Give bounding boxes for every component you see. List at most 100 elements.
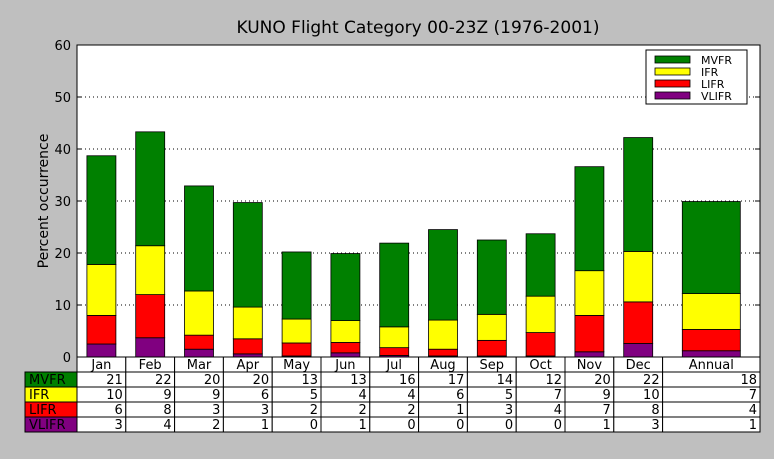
y-tick-label-60: 60 bbox=[54, 39, 71, 54]
bar-ifr-oct bbox=[525, 295, 556, 333]
table-value-lifr-dec: 8 bbox=[651, 403, 659, 418]
bar-lifr-nov bbox=[574, 314, 605, 353]
table-value-lifr-oct: 4 bbox=[554, 403, 562, 418]
table-value-vlifr-apr: 1 bbox=[261, 418, 269, 433]
table-value-lifr-feb: 8 bbox=[163, 403, 171, 418]
bar-mvfr-dec bbox=[623, 137, 654, 252]
bar-lifr-feb bbox=[135, 294, 166, 339]
x-tick-label-apr: Apr bbox=[237, 358, 260, 373]
table-value-mvfr-apr: 20 bbox=[253, 373, 270, 388]
bar-mvfr-oct bbox=[525, 233, 556, 297]
x-tick-label-aug: Aug bbox=[430, 358, 455, 373]
x-tick-label-mar: Mar bbox=[187, 358, 212, 373]
bar-vlifr-mar bbox=[184, 348, 214, 358]
x-tick-label-annual: Annual bbox=[689, 358, 734, 373]
table-value-ifr-sep: 5 bbox=[505, 388, 513, 403]
bar-lifr-dec bbox=[623, 301, 654, 344]
table-value-mvfr-feb: 22 bbox=[155, 373, 172, 388]
legend-label-lifr: LIFR bbox=[701, 78, 725, 91]
table-value-ifr-dec: 10 bbox=[643, 388, 660, 403]
table-row-label-lifr: LIFR bbox=[29, 403, 57, 418]
legend-swatch-mvfr bbox=[654, 55, 691, 64]
table-row-label-vlifr: VLIFR bbox=[29, 418, 65, 433]
bar-ifr-jun bbox=[330, 320, 361, 343]
table-value-vlifr-nov: 1 bbox=[603, 418, 611, 433]
table-value-mvfr-jul: 16 bbox=[399, 373, 416, 388]
bar-vlifr-nov bbox=[574, 351, 605, 358]
y-tick-label-40: 40 bbox=[54, 143, 71, 158]
table-value-mvfr-jan: 21 bbox=[106, 373, 123, 388]
x-tick-label-may: May bbox=[283, 358, 310, 373]
bar-lifr-sep bbox=[476, 339, 507, 357]
bar-vlifr-jun bbox=[330, 352, 361, 358]
bar-vlifr-feb bbox=[135, 337, 166, 358]
table-value-vlifr-feb: 4 bbox=[163, 418, 171, 433]
table-value-mvfr-sep: 14 bbox=[497, 373, 514, 388]
table-value-ifr-apr: 6 bbox=[261, 388, 269, 403]
table-value-vlifr-jun: 1 bbox=[359, 418, 367, 433]
table-value-lifr-apr: 3 bbox=[261, 403, 269, 418]
table-value-mvfr-aug: 17 bbox=[448, 373, 465, 388]
table-value-vlifr-mar: 2 bbox=[212, 418, 220, 433]
legend-label-vlifr: VLIFR bbox=[701, 90, 732, 103]
bar-ifr-mar bbox=[184, 290, 214, 336]
legend-label-ifr: IFR bbox=[701, 66, 719, 79]
table-value-vlifr-aug: 0 bbox=[456, 418, 464, 433]
bar-ifr-may bbox=[281, 318, 312, 344]
table-value-lifr-annual: 4 bbox=[749, 403, 757, 418]
table-value-mvfr-annual: 18 bbox=[740, 373, 757, 388]
bar-ifr-jan bbox=[86, 264, 117, 316]
bar-lifr-jun bbox=[330, 342, 361, 354]
x-tick-label-jul: Jul bbox=[385, 358, 402, 373]
table-value-lifr-aug: 1 bbox=[456, 403, 464, 418]
y-tick-label-50: 50 bbox=[54, 91, 71, 106]
chart-title: KUNO Flight Category 00-23Z (1976-2001) bbox=[237, 18, 600, 38]
y-axis-label: Percent occurrence bbox=[36, 134, 52, 269]
table-value-vlifr-may: 0 bbox=[310, 418, 318, 433]
bar-lifr-jan bbox=[86, 314, 117, 345]
table-value-lifr-mar: 3 bbox=[212, 403, 220, 418]
bar-lifr-jul bbox=[379, 347, 410, 356]
table-value-mvfr-jun: 13 bbox=[350, 373, 367, 388]
table-value-lifr-sep: 3 bbox=[505, 403, 513, 418]
bar-mvfr-annual bbox=[681, 201, 741, 294]
bar-mvfr-apr bbox=[232, 202, 263, 308]
bars bbox=[86, 131, 741, 358]
bar-lifr-aug bbox=[428, 348, 458, 357]
table-value-lifr-jun: 2 bbox=[359, 403, 367, 418]
x-tick-label-sep: Sep bbox=[480, 358, 505, 373]
table-row-label-mvfr: MVFR bbox=[29, 373, 66, 388]
bar-ifr-apr bbox=[232, 306, 263, 340]
table-value-ifr-oct: 7 bbox=[554, 388, 562, 403]
table-value-vlifr-jul: 0 bbox=[407, 418, 415, 433]
data-table: Jan Feb Mar Apr May Jun Jul Aug Sep Oct Nov Dec Annu… bbox=[24, 356, 761, 433]
table-value-lifr-may: 2 bbox=[310, 403, 318, 418]
bar-mvfr-may bbox=[281, 251, 312, 320]
bar-vlifr-annual bbox=[681, 350, 741, 358]
x-tick-label-oct: Oct bbox=[529, 358, 551, 373]
bar-ifr-nov bbox=[574, 270, 605, 316]
y-axis-ticks: 0 10 20 30 40 50 60 bbox=[54, 39, 760, 366]
x-tick-label-jun: Jun bbox=[334, 358, 355, 373]
table-value-vlifr-jan: 3 bbox=[115, 418, 123, 433]
y-tick-label-30: 30 bbox=[54, 195, 71, 210]
bar-mvfr-mar bbox=[184, 185, 214, 292]
legend-label-mvfr: MVFR bbox=[701, 54, 732, 67]
table-value-vlifr-annual: 1 bbox=[749, 418, 757, 433]
bar-vlifr-jan bbox=[86, 343, 117, 358]
table-value-vlifr-oct: 0 bbox=[554, 418, 562, 433]
bar-ifr-annual bbox=[681, 293, 741, 330]
table-value-vlifr-sep: 0 bbox=[505, 418, 513, 433]
table-cell bbox=[662, 401, 761, 418]
table-value-ifr-aug: 6 bbox=[456, 388, 464, 403]
table-value-ifr-jul: 4 bbox=[407, 388, 415, 403]
table-value-vlifr-dec: 3 bbox=[651, 418, 659, 433]
table-value-ifr-jan: 10 bbox=[106, 388, 123, 403]
bar-mvfr-sep bbox=[476, 239, 507, 315]
x-tick-label-jan: Jan bbox=[90, 358, 111, 373]
bar-ifr-dec bbox=[623, 251, 654, 303]
table-value-mvfr-dec: 22 bbox=[643, 373, 660, 388]
x-tick-label-nov: Nov bbox=[577, 358, 603, 373]
